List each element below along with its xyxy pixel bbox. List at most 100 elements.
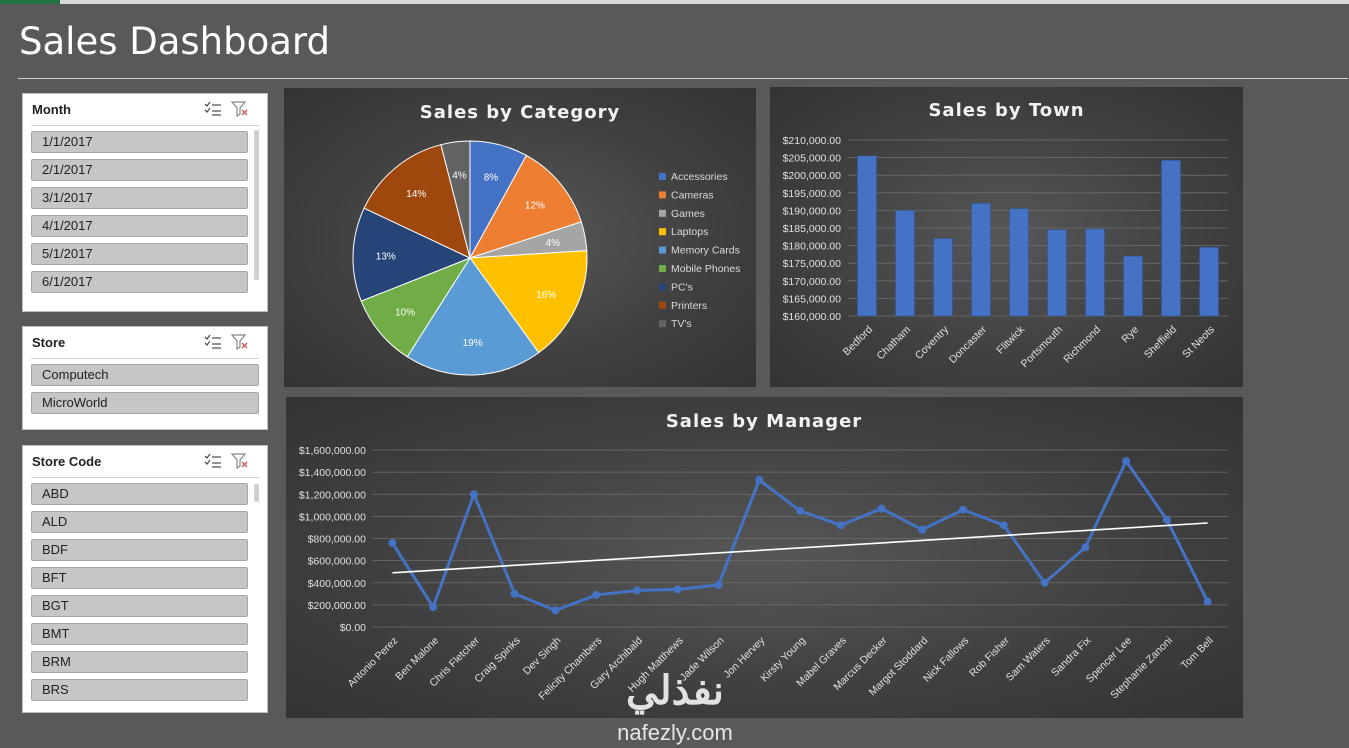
y-tick-label: $400,000.00 [308, 578, 367, 590]
bar[interactable] [895, 210, 915, 317]
legend-swatch [659, 191, 666, 199]
data-point[interactable] [836, 521, 845, 530]
x-tick-label: Dev Singh [521, 635, 564, 678]
data-point[interactable] [959, 505, 968, 514]
nafezly-watermark: نفذلي nafezly.com [617, 669, 733, 745]
pie-slice[interactable] [363, 144, 471, 259]
legend-entry: Cameras [671, 189, 714, 201]
data-point[interactable] [673, 585, 682, 594]
sales-by-manager-chart[interactable]: Sales by Manager $0.00 $200,000.00 $400,00… [286, 397, 1243, 718]
y-tick-label: $600,000.00 [308, 556, 367, 568]
data-point[interactable] [1162, 515, 1171, 524]
legend-swatch [659, 246, 666, 254]
pie-data-label: 19% [463, 338, 483, 349]
store-slicer-item[interactable]: Computech [31, 364, 259, 386]
pie-slice[interactable] [469, 250, 588, 354]
data-point[interactable] [999, 521, 1008, 530]
x-tick-label: Sheffield [1142, 324, 1179, 361]
pie-data-label: 4% [452, 170, 467, 181]
y-tick-label: $1,000,000.00 [299, 511, 366, 523]
bar[interactable] [1047, 229, 1067, 317]
clear-filter-icon[interactable] [231, 334, 249, 350]
category-chart-title: Sales by Category [419, 102, 621, 123]
store-code-slicer-item[interactable]: BGT [31, 595, 248, 617]
store-code-slicer-item[interactable]: ABD [31, 483, 248, 505]
store-slicer-item[interactable]: MicroWorld [31, 392, 259, 414]
store-code-slicer-item[interactable]: BRS [31, 679, 248, 701]
store-code-slicer-item[interactable]: BDF [31, 539, 248, 561]
pie-slice[interactable] [352, 207, 472, 302]
x-tick-label: Rye [1119, 324, 1141, 346]
bar[interactable] [1161, 160, 1181, 317]
store-code-slicer-item[interactable]: BMT [31, 623, 248, 645]
legend-entry: TV's [671, 318, 692, 330]
month-slicer-item[interactable]: 1/1/2017 [31, 131, 248, 153]
data-point[interactable] [632, 586, 641, 595]
data-point[interactable] [796, 506, 804, 515]
pie-slice[interactable] [406, 257, 540, 376]
pie-slice[interactable] [440, 140, 471, 259]
y-tick-label: $190,000.00 [783, 205, 842, 217]
store-code-slicer-item[interactable]: ALD [31, 511, 248, 533]
legend-entry: PC's [671, 281, 693, 293]
bar[interactable] [1123, 255, 1143, 317]
data-point[interactable] [592, 590, 601, 599]
sales-by-category-chart[interactable]: Sales by Category 8% 12% 4% 16% 19% 10% 13% 14%… [284, 88, 756, 387]
data-point[interactable] [551, 606, 560, 615]
data-point[interactable] [1040, 578, 1049, 587]
watermark-arabic: نفذلي [626, 669, 724, 715]
month-slicer-item[interactable]: 6/1/2017 [31, 271, 248, 293]
clear-filter-icon[interactable] [231, 453, 249, 469]
month-slicer-item[interactable]: 3/1/2017 [31, 187, 248, 209]
bar[interactable] [857, 155, 877, 317]
pie-data-label: 8% [484, 172, 499, 183]
data-point[interactable] [429, 603, 438, 612]
pie-data-label: 13% [376, 251, 396, 262]
data-point[interactable] [1122, 457, 1131, 466]
store-slicer-divider [31, 358, 259, 359]
legend-entry: Printers [671, 300, 707, 312]
x-tick-label: Portsmouth [1019, 324, 1066, 371]
store-slicer[interactable]: Store Computech MicroWorld [22, 326, 268, 430]
bar[interactable] [1009, 208, 1029, 317]
legend-swatch [659, 209, 666, 217]
clear-filter-icon[interactable] [231, 101, 249, 117]
bar[interactable] [1199, 247, 1219, 317]
bar[interactable] [971, 203, 991, 317]
y-tick-label: $200,000.00 [783, 170, 842, 182]
y-tick-label: $170,000.00 [783, 276, 842, 288]
month-slicer[interactable]: Month 1/1/2017 2/1/2017 3/1/2017 4/1/2017 5/… [22, 93, 268, 312]
pie-slice[interactable] [468, 154, 582, 259]
data-point[interactable] [1203, 597, 1212, 606]
month-slicer-item[interactable]: 2/1/2017 [31, 159, 248, 181]
x-tick-label: Richmond [1061, 324, 1103, 366]
data-point[interactable] [755, 475, 764, 484]
bar[interactable] [933, 238, 953, 317]
store-slicer-header: Store [32, 335, 66, 350]
store-code-slicer-item[interactable]: BFT [31, 567, 248, 589]
bar[interactable] [1085, 228, 1105, 317]
pie-data-label: 12% [525, 200, 545, 211]
store-code-slicer-scrollbar[interactable] [254, 484, 259, 502]
multi-select-icon[interactable] [204, 334, 222, 350]
data-point[interactable] [1081, 543, 1090, 552]
data-point[interactable] [510, 589, 519, 598]
month-slicer-item[interactable]: 4/1/2017 [31, 215, 248, 237]
dashboard-title: Sales Dashboard [19, 20, 330, 63]
month-slicer-scrollbar[interactable] [254, 130, 259, 280]
data-point[interactable] [877, 504, 886, 513]
data-point[interactable] [918, 525, 927, 534]
store-code-slicer-divider [31, 477, 259, 478]
data-point[interactable] [714, 580, 723, 589]
store-code-slicer[interactable]: Store Code ABD ALD BDF BFT BGT BMT BRM BRS [22, 445, 268, 713]
sales-by-town-chart[interactable]: Sales by Town $160,000.00 $165,000.00 $170… [770, 87, 1243, 387]
month-slicer-item[interactable]: 5/1/2017 [31, 243, 248, 265]
multi-select-icon[interactable] [204, 453, 222, 469]
data-point[interactable] [469, 490, 478, 499]
store-code-slicer-item[interactable]: BRM [31, 651, 248, 673]
multi-select-icon[interactable] [204, 101, 222, 117]
y-tick-label: $180,000.00 [783, 241, 842, 253]
line-plot: $0.00 $200,000.00 $400,000.00 $600,000.00 $8… [299, 445, 1228, 703]
data-point[interactable] [388, 538, 397, 547]
pie-slice[interactable] [360, 256, 472, 358]
